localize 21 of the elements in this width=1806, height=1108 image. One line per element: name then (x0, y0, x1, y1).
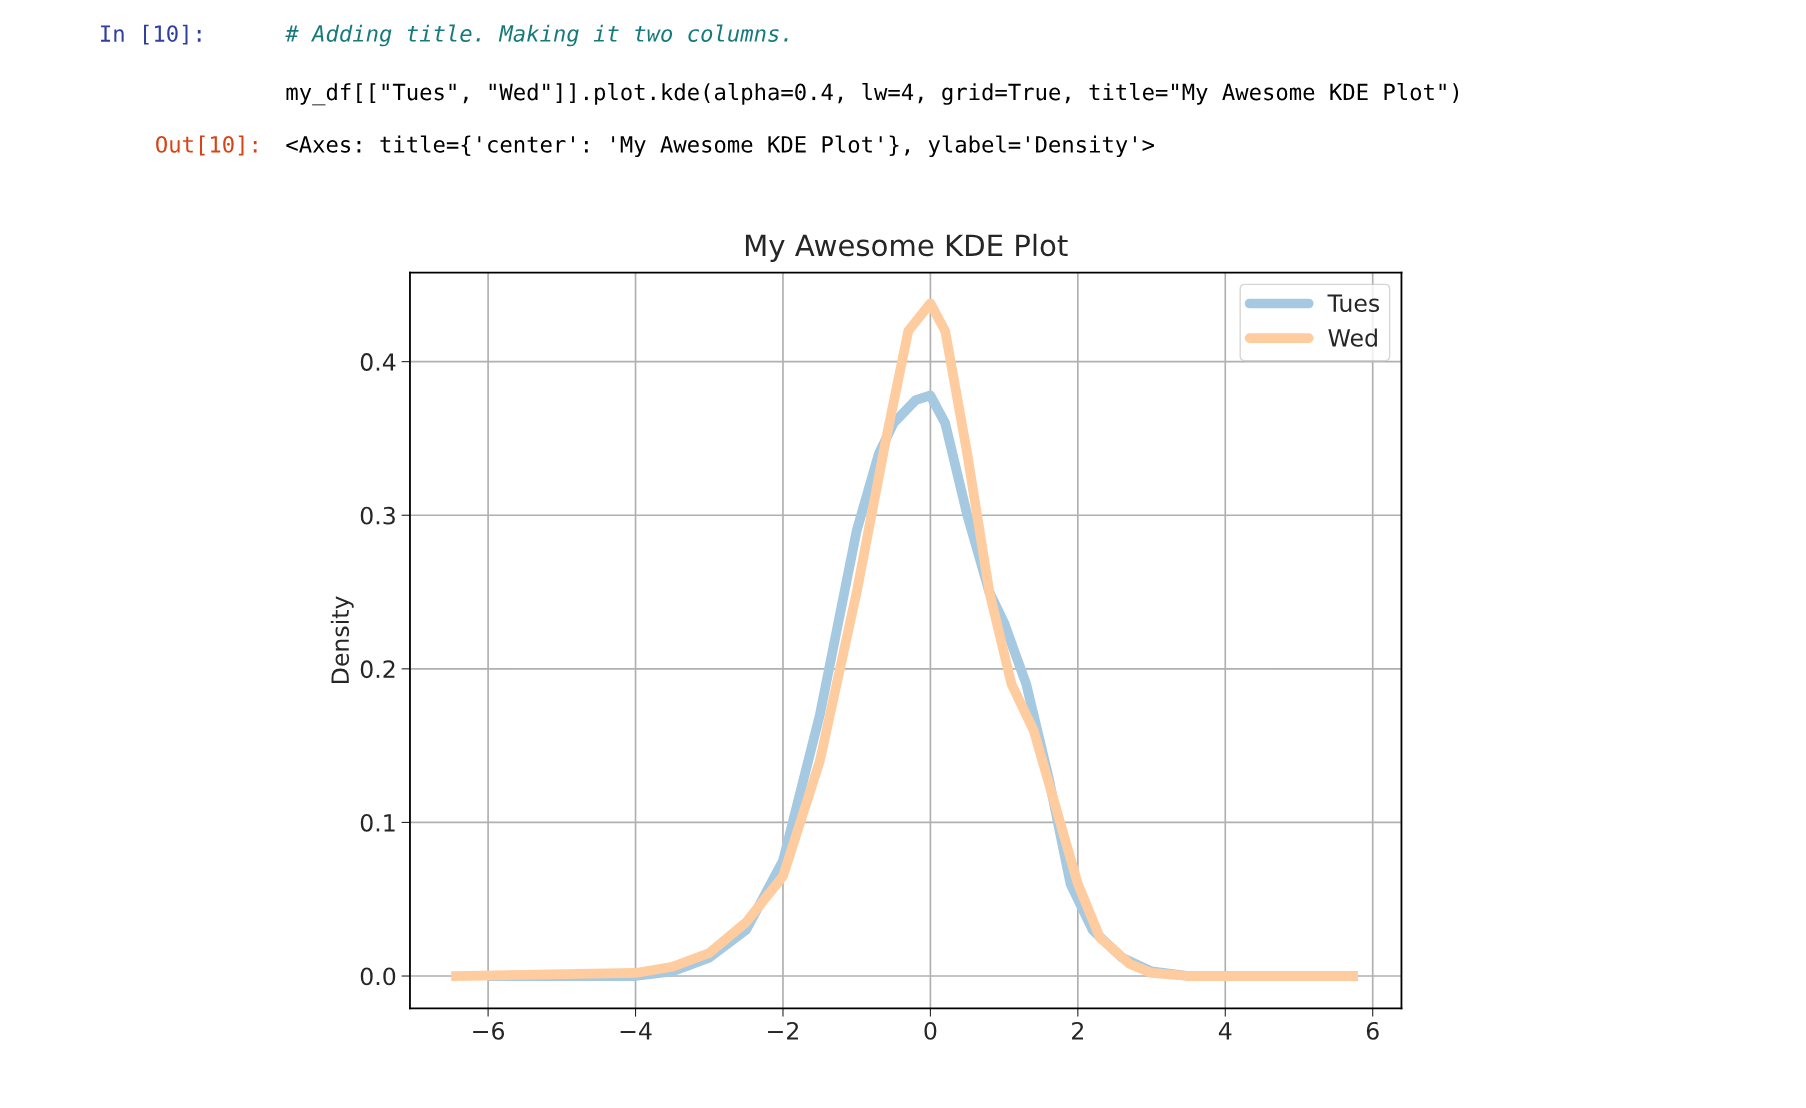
legend-label: Wed (1328, 328, 1377, 347)
chart-title: My Awesome KDE Plot (745, 233, 1068, 262)
x-tick-label: 6 (1366, 1021, 1379, 1040)
y-tick-label: 0.1 (360, 813, 395, 832)
text: Out[10]: (156, 135, 257, 156)
x-tick-label: −4 (620, 1022, 652, 1040)
x-tick-label: 0 (924, 1021, 937, 1040)
y-tick-label: 0.4 (360, 353, 396, 371)
text: # Adding title. Making it two columns. (285, 24, 788, 47)
y-tick-label: 0.0 (360, 967, 396, 986)
text: my_df[["Tues", "Wed"]].plot.kde(alpha=0.4, lw=4, grid=True, title="My Awesome KDE Plot") (286, 83, 1459, 106)
y-tick-label: 0.3 (360, 506, 395, 525)
legend-label: Tues (1327, 294, 1380, 313)
text: In [10]: (101, 24, 201, 45)
x-tick-label: 4 (1218, 1022, 1232, 1040)
x-tick-label: −6 (473, 1021, 505, 1040)
y-axis-title: Density (330, 596, 354, 683)
text: <Axes: title={'center': 'My Awesome KDE Plot'}, ylabel='Density'> (286, 135, 1155, 158)
y-tick-label: 0.2 (360, 660, 395, 679)
x-tick-label: 2 (1072, 1021, 1083, 1040)
x-tick-label: −2 (768, 1021, 799, 1040)
